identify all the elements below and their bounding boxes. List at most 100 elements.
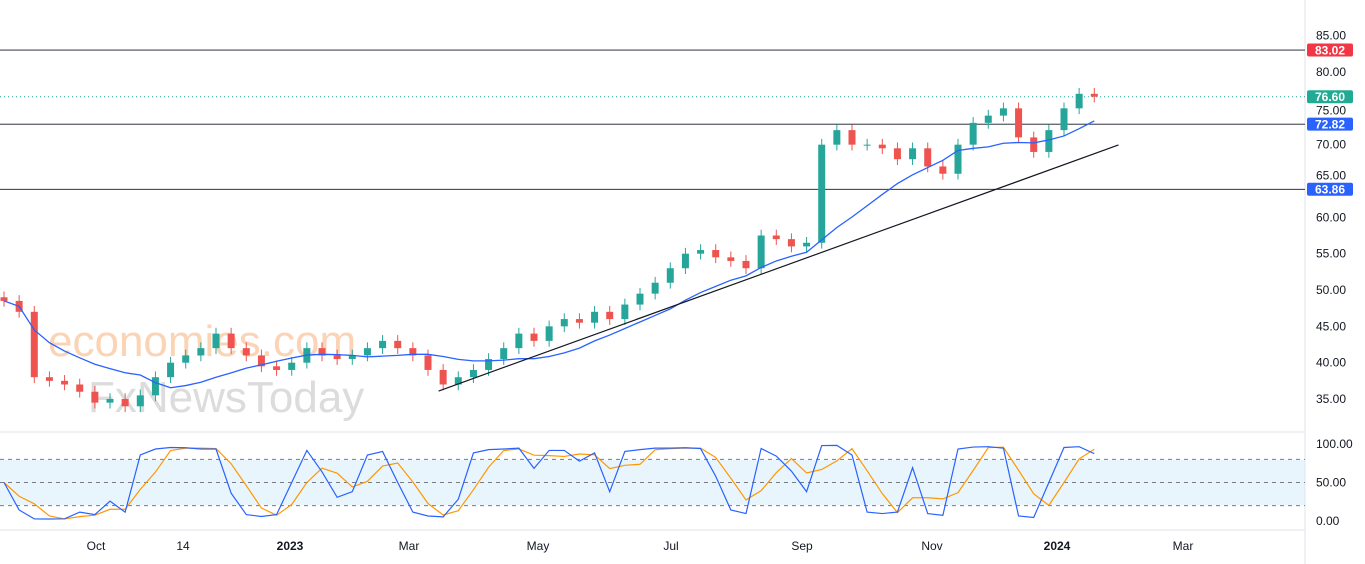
candle-body xyxy=(45,377,53,381)
candle-body xyxy=(681,253,689,269)
candle-body xyxy=(999,108,1007,116)
candle-body xyxy=(394,340,402,349)
ma-line xyxy=(3,120,1095,389)
candle-body xyxy=(61,380,69,385)
candle-body xyxy=(288,362,296,370)
oscillator-tick: 0.00 xyxy=(1316,514,1340,528)
candle-body xyxy=(454,377,462,385)
candle-body xyxy=(924,148,932,167)
candle-body xyxy=(1060,108,1068,131)
price-tick: 55.00 xyxy=(1316,247,1346,261)
candle-body xyxy=(439,369,447,385)
candle-body xyxy=(1075,93,1083,109)
price-tick: 75.00 xyxy=(1316,104,1346,118)
price-axis[interactable]: 85.00 80.00 75.00 70.00 65.00 60.00 55.00 50.00… xyxy=(1316,29,1346,406)
price-tick: 60.00 xyxy=(1316,210,1346,224)
time-tick: 14 xyxy=(176,539,190,553)
candle-body xyxy=(954,144,962,174)
candle-body xyxy=(485,359,493,370)
candle-body xyxy=(530,333,538,341)
moving-average xyxy=(3,120,1095,389)
candle-body xyxy=(651,282,659,294)
candle-body xyxy=(621,304,629,320)
candle-body xyxy=(697,250,705,254)
candle-body xyxy=(515,333,523,349)
candle-body xyxy=(727,257,735,261)
price-level-label: 83.02 xyxy=(1315,43,1345,57)
price-level-tag xyxy=(1307,117,1353,131)
stochastic-k-line xyxy=(3,444,1095,520)
candle-body xyxy=(333,355,341,360)
candles xyxy=(0,87,1098,413)
time-tick: Mar xyxy=(399,539,420,553)
last-price-label: 76.60 xyxy=(1315,90,1345,104)
price-level-label: 72.82 xyxy=(1315,117,1345,131)
price-level-tag xyxy=(1307,182,1353,196)
candle-body xyxy=(1045,130,1053,152)
last-price-tag xyxy=(1307,90,1353,104)
candle-body xyxy=(0,297,8,301)
candle-body xyxy=(712,250,720,258)
candle-body xyxy=(318,348,326,356)
candle-body xyxy=(984,115,992,123)
candle-body xyxy=(348,355,356,360)
price-level-tag xyxy=(1307,43,1353,57)
price-tick: 65.00 xyxy=(1316,169,1346,183)
oscillator-tick: 50.00 xyxy=(1316,476,1346,490)
time-tick: Oct xyxy=(87,539,106,553)
candle-body xyxy=(787,239,795,247)
candle-body xyxy=(212,333,220,349)
candle-body xyxy=(151,377,159,396)
candle-body xyxy=(863,144,871,146)
candle-body xyxy=(424,355,432,370)
candle-body xyxy=(182,355,190,363)
candle-body xyxy=(30,311,38,378)
candle-body xyxy=(636,293,644,305)
candle-body xyxy=(757,235,765,269)
candle-body xyxy=(257,355,265,367)
candle-body xyxy=(242,348,250,356)
candle-body xyxy=(833,130,841,145)
candle-body xyxy=(545,326,553,341)
candle-body xyxy=(666,268,674,283)
candle-body xyxy=(575,319,583,323)
price-tick: 50.00 xyxy=(1316,283,1346,297)
candle-body xyxy=(772,235,780,240)
watermark-fxnewstoday: FxNewsToday xyxy=(88,373,364,422)
candle-body xyxy=(121,399,129,407)
price-tick: 70.00 xyxy=(1316,138,1346,152)
candle-body xyxy=(969,122,977,145)
candle-body xyxy=(878,144,886,149)
time-tick: Jul xyxy=(663,539,678,553)
oscillator-tick: 100.00 xyxy=(1316,437,1353,451)
candle-body xyxy=(167,362,175,378)
candle-body xyxy=(803,242,811,247)
time-tick: 2024 xyxy=(1044,539,1071,553)
price-tick: 35.00 xyxy=(1316,392,1346,406)
candle-body xyxy=(606,311,614,320)
candle-body xyxy=(500,348,508,360)
time-tick: Nov xyxy=(921,539,942,553)
candle-body xyxy=(1015,108,1023,138)
candle-body xyxy=(91,391,99,403)
candle-body xyxy=(227,333,235,349)
time-tick: Mar xyxy=(1173,539,1194,553)
candle-body xyxy=(469,369,477,378)
candle-body xyxy=(363,348,371,356)
candle-body xyxy=(1030,137,1038,152)
candle-body xyxy=(818,144,826,243)
candle-body xyxy=(742,260,750,269)
candle-body xyxy=(106,399,114,403)
time-tick: May xyxy=(527,539,550,553)
candle-body xyxy=(939,166,947,174)
candle-body xyxy=(1090,93,1098,97)
candle-body xyxy=(273,366,281,370)
candle-body xyxy=(76,384,84,392)
candle-body xyxy=(197,348,205,356)
price-tick: 45.00 xyxy=(1316,319,1346,333)
candle-body xyxy=(409,348,417,356)
time-axis[interactable]: Oct 14 2023 Mar May Jul Sep Nov 2024 Mar xyxy=(87,539,1194,553)
candle-body xyxy=(848,130,856,145)
time-tick: Sep xyxy=(791,539,813,553)
